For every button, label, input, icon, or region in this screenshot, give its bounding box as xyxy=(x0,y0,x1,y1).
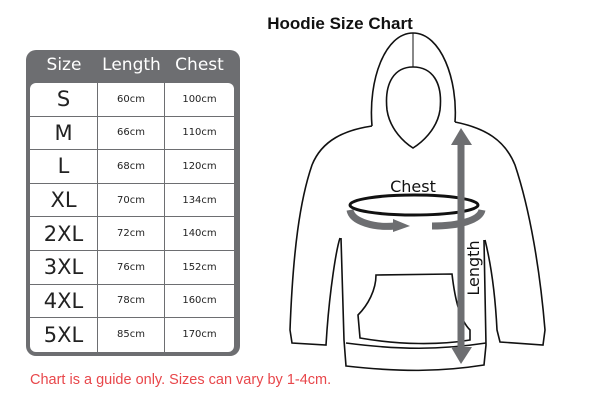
table-row: 2XL 72cm 140cm xyxy=(30,217,234,251)
size-cell: 3XL xyxy=(30,250,98,284)
length-arrow-bottom xyxy=(451,347,472,364)
chest-cell: 120cm xyxy=(182,160,217,172)
size-cell: 4XL xyxy=(30,284,98,318)
size-cell: 2XL xyxy=(30,217,98,250)
chest-cell: 160cm xyxy=(182,295,217,307)
size-cell: 5XL xyxy=(30,318,98,352)
chest-cell: 110cm xyxy=(182,127,217,139)
chest-label: Chest xyxy=(390,177,436,196)
chest-measure-ring xyxy=(348,193,480,217)
page-title: Hoodie Size Chart xyxy=(267,14,413,33)
table-row: S 60cm 100cm xyxy=(30,83,234,117)
chest-cell: 170cm xyxy=(182,329,217,341)
chest-arrow-head xyxy=(393,219,410,232)
size-cell: M xyxy=(30,116,98,150)
hoodie-outline xyxy=(289,32,546,372)
table-row: L 68cm 120cm xyxy=(30,150,234,184)
header-chest: Chest xyxy=(175,55,224,75)
length-cell: 68cm xyxy=(98,150,165,183)
table-row: XL 70cm 134cm xyxy=(30,183,234,218)
length-arrow-top xyxy=(451,128,472,145)
header-size: Size xyxy=(46,55,82,75)
size-cell: XL xyxy=(30,183,98,217)
size-cell: S xyxy=(30,83,98,116)
length-cell: 70cm xyxy=(98,183,165,217)
length-label: Length xyxy=(464,240,483,295)
size-table: Size Length Chest S 60cm 100cm M 66cm 110cm L 6… xyxy=(26,50,240,356)
length-cell: 85cm xyxy=(98,318,165,352)
length-cell: 76cm xyxy=(98,250,165,284)
header-length: Length xyxy=(102,55,161,75)
length-cell: 60cm xyxy=(98,83,165,116)
length-cell: 66cm xyxy=(98,116,165,150)
chest-arrow-left xyxy=(346,208,396,230)
table-row: 5XL 85cm 170cm xyxy=(30,318,234,352)
chest-cell: 134cm xyxy=(182,194,217,206)
size-grid: S 60cm 100cm M 66cm 110cm L 68cm 120cm XL 70cm 134c… xyxy=(30,83,234,352)
length-cell: 78cm xyxy=(98,284,165,318)
size-disclaimer: Chart is a guide only. Sizes can vary by… xyxy=(30,372,332,388)
table-row: 3XL 76cm 152cm xyxy=(30,250,234,285)
chest-cell: 140cm xyxy=(182,228,217,240)
length-cell: 72cm xyxy=(98,217,165,250)
chest-arrow-right xyxy=(431,208,486,230)
chest-cell: 100cm xyxy=(182,93,217,105)
table-row: M 66cm 110cm xyxy=(30,116,234,151)
chest-cell: 152cm xyxy=(182,261,217,273)
table-row: 4XL 78cm 160cm xyxy=(30,284,234,319)
size-cell: L xyxy=(30,150,98,183)
